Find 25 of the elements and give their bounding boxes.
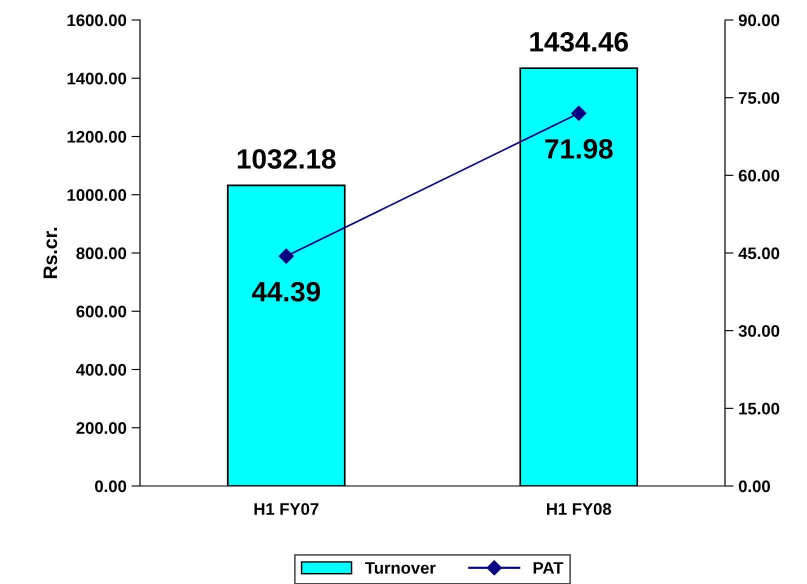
y-tick-label: 0.00 bbox=[95, 480, 126, 492]
y2-tick-label: 60.00 bbox=[738, 170, 780, 182]
legend-label: Turnover bbox=[365, 562, 436, 574]
x-tick-label: H1 FY08 bbox=[546, 503, 612, 515]
y2-tick-label: 90.00 bbox=[738, 14, 780, 26]
data-label: 44.39 bbox=[252, 282, 320, 302]
y-tick-label: 200.00 bbox=[76, 422, 126, 434]
y2-tick-label: 15.00 bbox=[739, 402, 780, 415]
x-tick-label: H1 FY07 bbox=[254, 503, 318, 515]
data-label: 1434.46 bbox=[530, 32, 628, 52]
y-tick-label: 1400.00 bbox=[68, 72, 126, 84]
y-tick-label: 1600.00 bbox=[68, 14, 126, 26]
y-tick-label: 800.00 bbox=[76, 247, 126, 260]
data-label: 1032.18 bbox=[238, 149, 336, 169]
y-tick-label: 1000.00 bbox=[68, 189, 126, 201]
y-tick-label: 600.00 bbox=[76, 306, 126, 318]
legend-label: PAT bbox=[534, 562, 564, 574]
data-label: 71.98 bbox=[545, 139, 613, 159]
y2-tick-label: 75.00 bbox=[738, 92, 780, 104]
y2-tick-label: 45.00 bbox=[738, 247, 780, 260]
y-axis-title: Rs.cr. bbox=[44, 228, 58, 278]
y-tick-label: 1200.00 bbox=[68, 130, 126, 143]
y2-tick-label: 30.00 bbox=[738, 325, 780, 337]
y-tick-label: 400.00 bbox=[76, 364, 126, 376]
y2-tick-label: 0.00 bbox=[738, 480, 770, 492]
